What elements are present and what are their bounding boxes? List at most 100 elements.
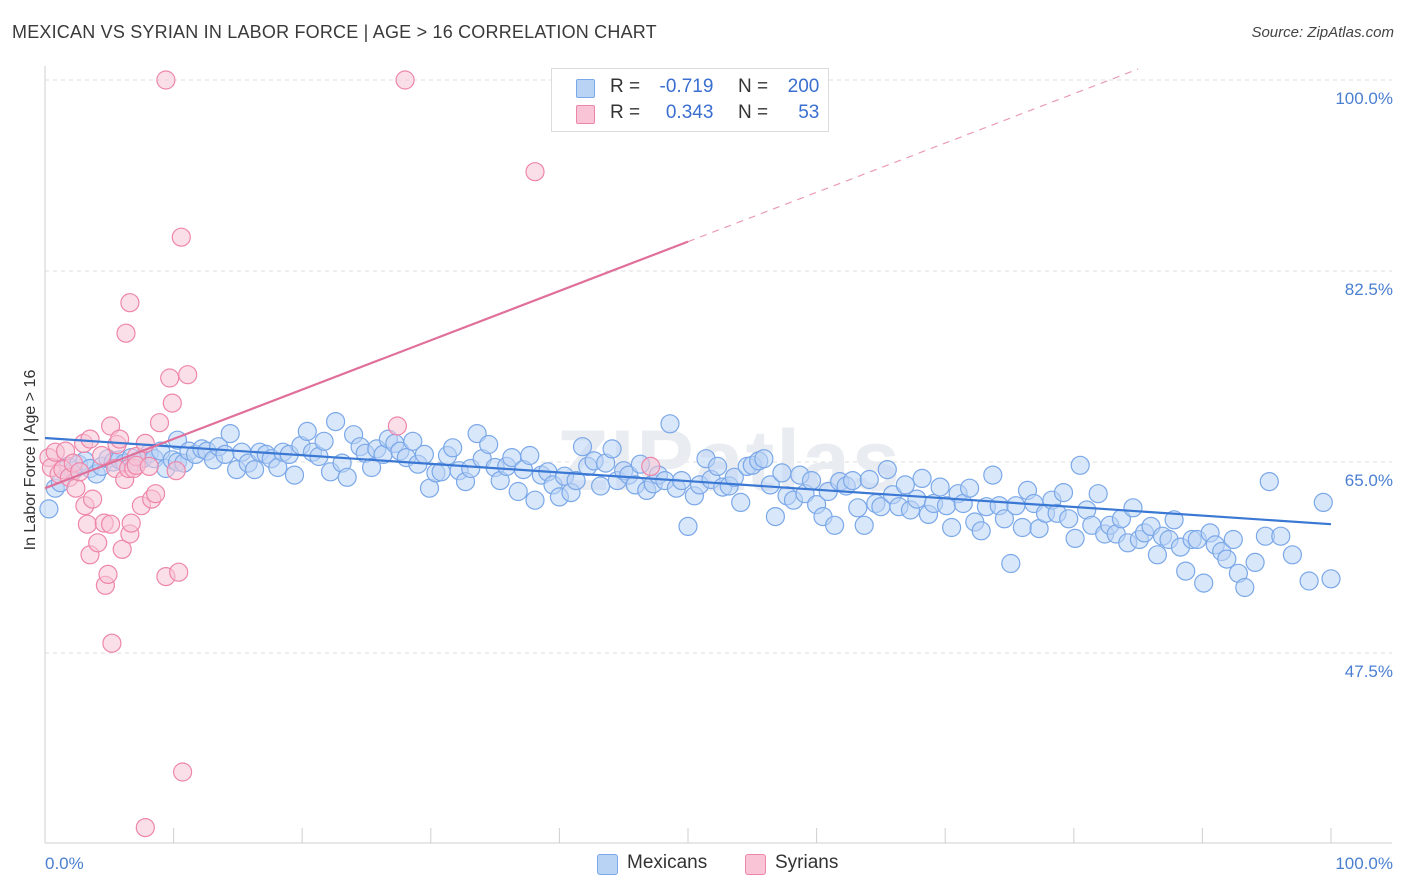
data-point-syrians [178, 365, 198, 385]
data-point-mexicans [1088, 484, 1108, 504]
data-point-mexicans [1313, 492, 1333, 512]
legend-text-syrians: R = 0.343 N = 53 [610, 102, 819, 124]
legend-text-mexicans: R = -0.719 N = 200 [610, 76, 819, 98]
data-point-mexicans [941, 517, 962, 538]
data-point-mexicans [403, 431, 423, 451]
data-point-mexicans [678, 516, 698, 537]
data-point-mexicans [220, 424, 240, 444]
data-point-mexicans [895, 475, 915, 495]
data-point-mexicans [877, 460, 897, 480]
data-point-mexicans [1070, 455, 1090, 475]
data-point-mexicans [765, 506, 786, 527]
data-point-mexicans [1001, 553, 1021, 574]
series-syrians [39, 70, 661, 838]
data-point-syrians [91, 445, 112, 466]
data-point-mexicans [724, 467, 744, 487]
data-point-mexicans [907, 489, 927, 509]
data-point-mexicans [1299, 571, 1319, 591]
data-point-mexicans [842, 471, 863, 491]
trend-line-syrians [44, 240, 689, 490]
data-point-syrians [121, 513, 141, 533]
data-point-mexicans [1176, 561, 1196, 581]
data-point-mexicans [520, 445, 540, 466]
data-point-mexicans [1271, 526, 1291, 546]
data-point-mexicans [414, 444, 434, 464]
data-point-mexicans [731, 492, 751, 512]
data-point-mexicans [854, 515, 874, 535]
data-point-syrians [171, 227, 191, 247]
data-point-mexicans [1235, 577, 1255, 598]
y-tick-label: 82.5% [1345, 280, 1393, 299]
data-point-mexicans [1006, 496, 1026, 516]
r-value: 0.343 [665, 102, 714, 123]
data-point-syrians [156, 70, 176, 90]
y-axis-label: In Labor Force | Age > 16 [22, 370, 39, 551]
data-point-syrians [139, 456, 159, 476]
data-point-syrians [98, 564, 118, 585]
data-point-syrians [173, 762, 193, 782]
bottom-legend-label-mexicans: Mexicans [627, 852, 708, 873]
data-point-mexicans [707, 456, 728, 476]
trend-line-mexicans [44, 436, 1332, 526]
r-value: -0.719 [659, 76, 714, 97]
data-point-syrians [525, 162, 545, 182]
data-point-syrians [146, 484, 166, 504]
data-point-mexicans [1065, 528, 1085, 549]
y-tick-label: 47.5% [1345, 662, 1393, 681]
data-point-mexicans [994, 509, 1015, 529]
data-point-syrians [66, 478, 86, 498]
data-point-mexicans [245, 460, 265, 480]
data-point-mexicans [848, 498, 868, 518]
data-point-mexicans [284, 465, 305, 485]
data-point-mexicans [971, 521, 991, 541]
data-point-mexicans [1282, 545, 1303, 565]
correlation-legend: R = -0.719 N = 200 R = 0.343 N = 53 [551, 68, 829, 132]
bottom-legend-swatch-mexicans [597, 854, 618, 875]
legend-swatch-syrians [576, 105, 595, 124]
data-point-mexicans [1012, 517, 1033, 538]
data-point-mexicans [479, 434, 499, 455]
bottom-legend-swatch-syrians [745, 854, 766, 875]
data-point-syrians [135, 817, 155, 838]
data-point-syrians [102, 633, 122, 653]
data-point-syrians [109, 429, 130, 449]
data-point-mexicans [959, 478, 980, 498]
y-tick-label: 100.0% [1335, 89, 1393, 108]
data-point-mexicans [566, 471, 586, 491]
chart-title: MEXICAN VS SYRIAN IN LABOR FORCE | AGE >… [12, 22, 657, 42]
data-point-syrians [160, 368, 180, 388]
data-point-mexicans [525, 490, 545, 510]
data-point-mexicans [362, 457, 382, 478]
data-point-syrians [116, 323, 136, 343]
data-point-syrians [82, 489, 103, 509]
data-point-mexicans [1223, 529, 1243, 550]
data-point-mexicans [824, 515, 845, 535]
data-point-mexicans [1321, 569, 1341, 589]
data-point-mexicans [1164, 510, 1184, 530]
data-point-mexicans [760, 475, 780, 495]
data-point-syrians [149, 413, 170, 433]
data-point-syrians [641, 456, 661, 476]
data-point-syrians [120, 293, 140, 313]
data-point-mexicans [508, 481, 528, 502]
x-tick-label: 100.0% [1335, 854, 1393, 873]
r-label: R = [610, 102, 641, 123]
tick-labels: 47.5% 65.0% 82.5% 100.0% 0.0% 100.0% [45, 89, 1393, 873]
data-point-mexicans [215, 444, 235, 464]
data-point-syrians [77, 514, 98, 534]
data-point-mexicans [337, 467, 357, 487]
data-point-syrians [166, 461, 186, 481]
data-point-mexicans [39, 499, 59, 519]
bottom-legend-label-syrians: Syrians [775, 852, 839, 873]
data-point-syrians [169, 562, 189, 582]
data-point-syrians [387, 416, 407, 436]
data-point-mexicans [590, 476, 611, 496]
data-point-mexicans [912, 468, 932, 488]
data-point-syrians [100, 416, 121, 436]
data-point-syrians [395, 70, 415, 90]
legend-swatch-mexicans [576, 79, 595, 98]
data-point-mexicans [754, 449, 774, 469]
data-point-syrians [100, 514, 121, 534]
data-point-mexicans [930, 477, 950, 497]
